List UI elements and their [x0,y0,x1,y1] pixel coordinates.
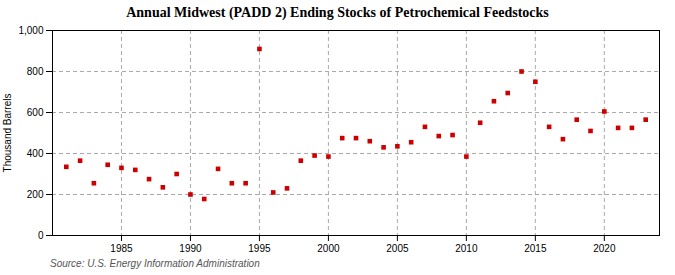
svg-text:0: 0 [38,230,44,241]
html-text:Source: U.S. Energy Informatio: Source: U.S. Energy Information Administ… [50,258,260,269]
svg-text:2005: 2005 [386,243,409,254]
svg-text:2015: 2015 [524,243,547,254]
svg-text:1,000: 1,000 [18,25,43,36]
html-text:Annual Midwest (PADD 2) Ending: Annual Midwest (PADD 2) Ending Stocks of… [126,5,549,20]
svg-text:1990: 1990 [179,243,202,254]
svg-text:1985: 1985 [110,243,133,254]
svg-text:2010: 2010 [455,243,478,254]
svg-text:2020: 2020 [593,243,616,254]
svg-text:2000: 2000 [317,243,340,254]
svg-text:1995: 1995 [248,243,271,254]
svg-text:400: 400 [27,148,44,159]
svg-text:Thousand Barrels: Thousand Barrels [2,94,13,173]
svg-text:200: 200 [27,189,44,200]
svg-text:800: 800 [27,66,44,77]
svg-text:600: 600 [27,107,44,118]
